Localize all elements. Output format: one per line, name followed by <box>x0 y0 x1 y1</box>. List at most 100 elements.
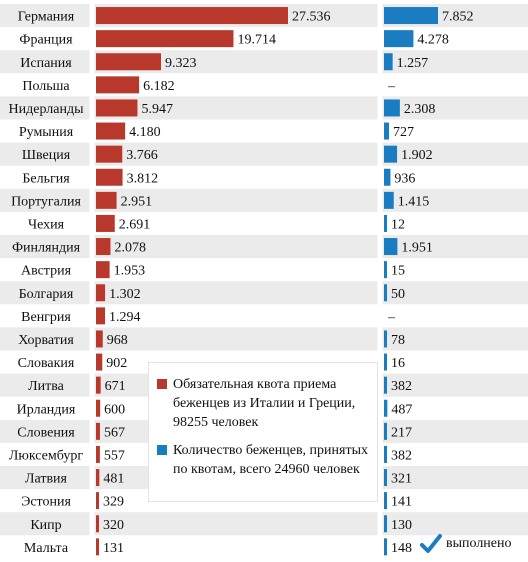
quota-value-label: 6.182 <box>143 79 175 94</box>
quota-value-label: 131 <box>103 541 124 556</box>
quota-bar <box>96 492 99 510</box>
quota-bar <box>96 168 123 186</box>
legend-swatch-quota <box>157 379 167 389</box>
accepted-value-label: 382 <box>391 448 412 463</box>
quota-bar <box>96 122 126 140</box>
accepted-bar <box>384 330 387 348</box>
accepted-value-label: 148 <box>391 541 412 556</box>
accepted-value-label: 217 <box>391 425 412 440</box>
accepted-value-label: 16 <box>391 356 405 371</box>
country-label: Нидерланды <box>9 102 85 117</box>
quota-bar <box>96 445 100 463</box>
country-label: Венгрия <box>21 310 71 325</box>
accepted-value-label: 487 <box>391 402 412 417</box>
country-label: Австрия <box>21 264 72 279</box>
quota-value-label: 5.947 <box>141 102 173 117</box>
quota-value-label: 3.766 <box>126 148 158 163</box>
quota-bar <box>96 53 162 71</box>
country-label: Швеция <box>22 148 71 163</box>
accepted-value-label: – <box>387 310 396 325</box>
country-label: Эстония <box>21 495 71 510</box>
quota-value-label: 2.078 <box>114 241 146 256</box>
country-label: Румыния <box>19 125 74 140</box>
quota-bar <box>96 376 101 394</box>
quota-value-label: 3.812 <box>127 171 159 186</box>
legend-item-accepted: Количество беженцев, принятых по квотам,… <box>157 441 369 479</box>
quota-bar <box>96 99 138 117</box>
quota-bar <box>96 469 100 487</box>
country-label: Испания <box>20 56 72 71</box>
accepted-value-label: 1.951 <box>401 241 433 256</box>
row-stripe <box>0 50 528 74</box>
country-label: Чехия <box>28 217 65 232</box>
accepted-bar <box>384 53 393 71</box>
legend-item-quota: Обязательная квота приема беженцев из Ит… <box>157 375 369 432</box>
accepted-bar <box>384 515 387 533</box>
accepted-value-label: 1.902 <box>401 148 433 163</box>
accepted-bar <box>384 376 387 394</box>
country-label: Польша <box>22 79 70 94</box>
accepted-value-label: 12 <box>391 217 405 232</box>
completed-status: выполнено <box>420 532 512 556</box>
country-label: Португалия <box>11 194 81 209</box>
accepted-bar <box>384 538 387 556</box>
accepted-bar <box>384 168 391 186</box>
country-label: Словения <box>17 425 75 440</box>
quota-value-label: 968 <box>107 333 128 348</box>
legend-swatch-accepted <box>157 445 167 455</box>
accepted-bar <box>384 7 438 25</box>
quota-value-label: 1.953 <box>114 264 146 279</box>
accepted-bar <box>384 261 387 279</box>
accepted-value-label: 141 <box>391 495 412 510</box>
quota-value-label: 19.714 <box>237 33 275 48</box>
accepted-bar <box>384 284 387 302</box>
accepted-bar <box>384 353 387 371</box>
accepted-value-label: 1.415 <box>398 194 430 209</box>
quota-value-label: 329 <box>103 495 124 510</box>
quota-value-label: 4.180 <box>129 125 161 140</box>
accepted-bar <box>384 191 394 209</box>
completed-label: выполнено <box>446 536 512 551</box>
quota-bar <box>96 214 115 232</box>
quota-value-label: 671 <box>105 379 126 394</box>
quota-bar <box>96 191 117 209</box>
accepted-bar <box>384 214 387 232</box>
row-stripe <box>0 512 528 536</box>
country-label: Бельгия <box>22 171 70 186</box>
country-label: Хорватия <box>18 333 74 348</box>
quota-value-label: 320 <box>103 518 124 533</box>
country-label: Мальта <box>24 541 69 556</box>
check-icon <box>420 534 442 553</box>
row-stripe <box>0 188 528 212</box>
accepted-bar <box>384 492 387 510</box>
country-label: Кипр <box>30 518 61 533</box>
quota-bar <box>96 307 106 325</box>
quota-bar <box>96 145 123 163</box>
country-label: Словакия <box>18 356 75 371</box>
country-label: Ирландия <box>17 402 76 417</box>
quota-bar <box>96 238 111 256</box>
quota-value-label: 557 <box>104 448 125 463</box>
country-label: Латвия <box>25 472 68 487</box>
quota-value-label: 902 <box>106 356 127 371</box>
country-label: Люксембург <box>9 448 83 463</box>
accepted-value-label: – <box>387 79 396 94</box>
quota-value-label: 1.302 <box>109 287 141 302</box>
quota-bar <box>96 7 288 25</box>
accepted-value-label: 130 <box>391 518 412 533</box>
row-stripe <box>0 327 528 351</box>
accepted-value-label: 2.308 <box>404 102 436 117</box>
accepted-bar <box>384 145 398 163</box>
row-stripe <box>0 142 528 166</box>
accepted-value-label: 7.852 <box>442 10 474 25</box>
country-label: Франция <box>19 33 73 48</box>
accepted-bar <box>384 469 387 487</box>
quota-bar <box>96 330 103 348</box>
quota-value-label: 567 <box>104 425 125 440</box>
quota-value-label: 27.536 <box>292 10 331 25</box>
accepted-bar <box>384 399 388 417</box>
quota-value-label: 481 <box>103 472 124 487</box>
quota-value-label: 600 <box>104 402 125 417</box>
country-label: Финляндия <box>12 241 81 256</box>
accepted-value-label: 727 <box>393 125 414 140</box>
